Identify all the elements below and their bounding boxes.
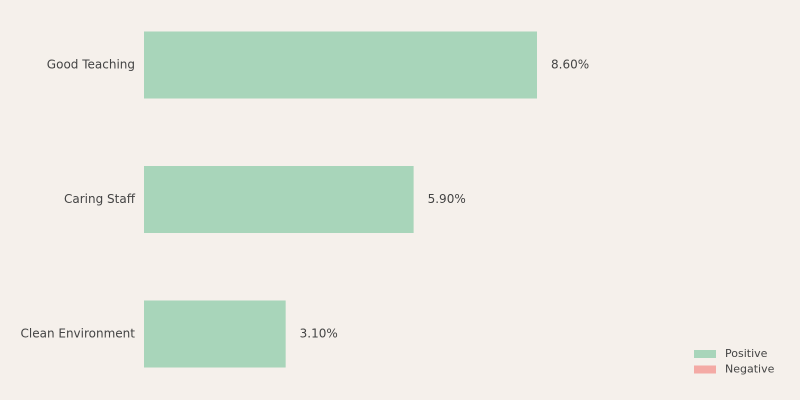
y-tick-label: Clean Environment (21, 327, 136, 341)
bar (144, 31, 537, 99)
value-label: 5.90% (428, 192, 466, 206)
bar (144, 300, 286, 368)
bar (144, 166, 414, 233)
legend-swatch (694, 365, 716, 374)
legend-label: Positive (725, 347, 768, 360)
y-tick-label: Good Teaching (47, 58, 135, 72)
legend-label: Negative (725, 363, 775, 376)
value-label: 8.60% (551, 58, 589, 72)
legend-swatch (694, 350, 716, 358)
value-label: 3.10% (300, 327, 338, 341)
legend: Positive Negative (694, 347, 775, 376)
y-tick-label: Caring Staff (64, 192, 136, 206)
